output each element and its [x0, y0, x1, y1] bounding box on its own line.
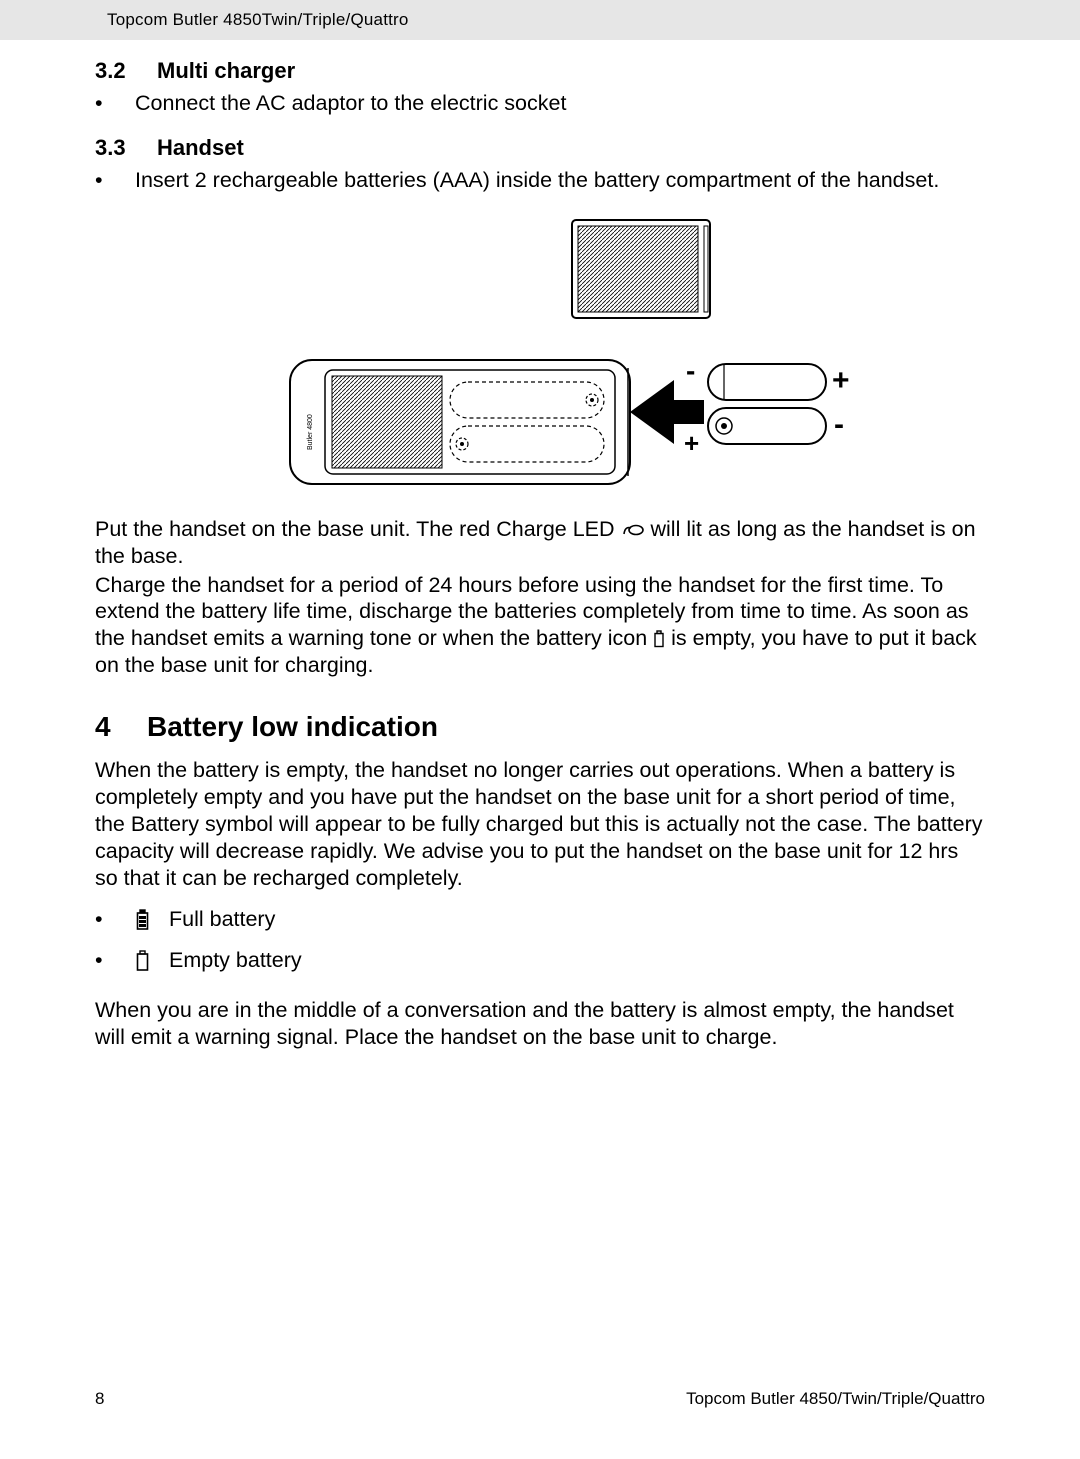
header-text: Topcom Butler 4850Twin/Triple/Quattro: [107, 10, 409, 29]
page: Topcom Butler 4850Twin/Triple/Quattro 3.…: [0, 0, 1080, 1459]
section-3-3-heading: 3.3Handset: [95, 135, 985, 161]
polarity-minus: -: [834, 408, 844, 441]
handset-body: Butler 4800: [290, 360, 630, 484]
text: Put the handset on the base unit. The re…: [95, 517, 621, 541]
polarity-plus: +: [832, 364, 850, 397]
paragraph: Charge the handset for a period of 24 ho…: [95, 572, 985, 680]
polarity-plus: +: [684, 428, 699, 458]
bullet-dot: •: [95, 90, 135, 117]
bullet-row: • Insert 2 rechargeable batteries (AAA) …: [95, 167, 985, 194]
battery-top: [708, 364, 826, 400]
section-3-2-title: Multi charger: [157, 58, 295, 83]
section-4-title: Battery low indication: [147, 711, 438, 742]
bullet-label: Full battery: [169, 907, 275, 932]
bullet-label: Empty battery: [169, 948, 302, 973]
bullet-empty-battery: • Empty battery: [95, 948, 985, 973]
paragraph: Put the handset on the base unit. The re…: [95, 516, 985, 570]
paragraph: When the battery is empty, the handset n…: [95, 757, 985, 891]
battery-bottom: [708, 408, 826, 444]
page-number: 8: [95, 1389, 104, 1409]
handset-diagram-svg: Butler 4800 - + +: [230, 212, 850, 502]
paragraph: When you are in the middle of a conversa…: [95, 997, 985, 1051]
footer-right: Topcom Butler 4850/Twin/Triple/Quattro: [686, 1389, 985, 1409]
charge-led-icon: [621, 523, 645, 537]
battery-full-icon: [135, 909, 169, 931]
section-4-number: 4: [95, 711, 147, 743]
handset-label: Butler 4800: [307, 414, 314, 450]
bullet-dot: •: [95, 167, 135, 194]
polarity-minus: -: [686, 355, 695, 386]
handset-battery-illustration: Butler 4800 - + +: [95, 212, 985, 502]
section-3-3-number: 3.3: [95, 135, 157, 161]
bullet-row: • Connect the AC adaptor to the electric…: [95, 90, 985, 117]
bullet-dot: •: [95, 948, 135, 973]
bullet-dot: •: [95, 907, 135, 932]
section-4-heading: 4Battery low indication: [95, 711, 985, 743]
section-3-2-number: 3.2: [95, 58, 157, 84]
bullet-text: Connect the AC adaptor to the electric s…: [135, 90, 985, 117]
battery-empty-icon: [135, 950, 169, 972]
battery-cover: [572, 220, 710, 318]
bullet-text: Insert 2 rechargeable batteries (AAA) in…: [135, 167, 985, 194]
section-3-2-heading: 3.2Multi charger: [95, 58, 985, 84]
page-header: Topcom Butler 4850Twin/Triple/Quattro: [0, 0, 1080, 40]
bullet-full-battery: • Full battery: [95, 907, 985, 932]
section-3-3-title: Handset: [157, 135, 244, 160]
page-footer: 8 Topcom Butler 4850/Twin/Triple/Quattro: [95, 1389, 985, 1409]
battery-empty-small-icon: [653, 630, 665, 648]
